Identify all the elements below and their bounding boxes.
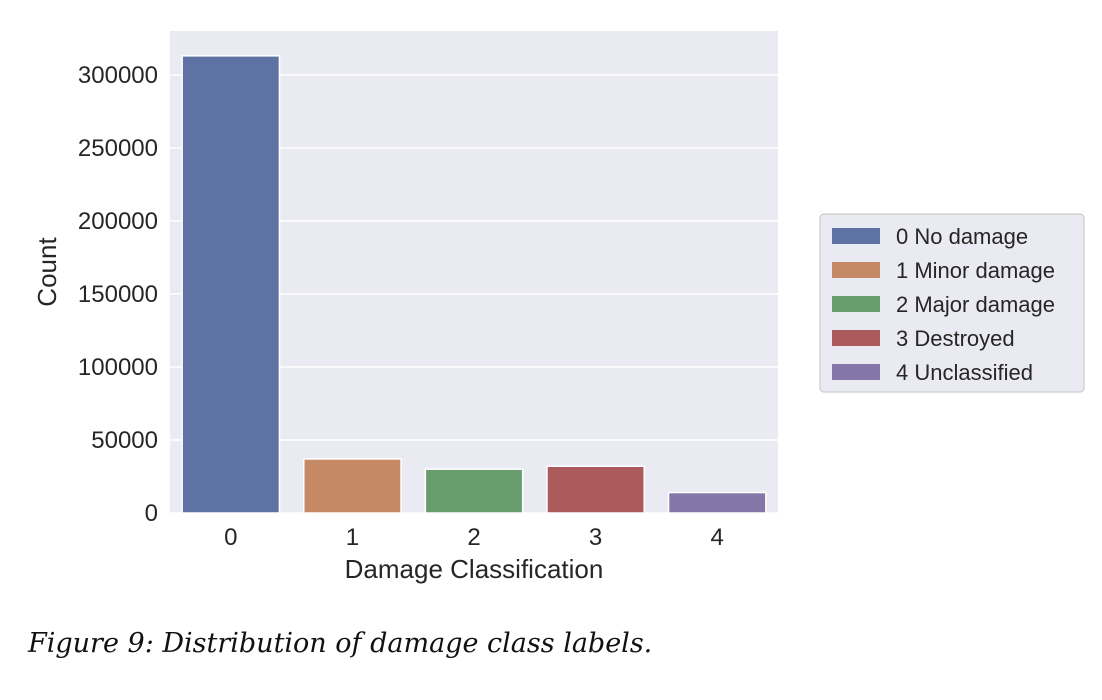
- legend: 0 No damage 1 Minor damage 2 Major damage 3…: [819, 213, 1085, 393]
- bar-0: [181, 55, 281, 514]
- x-tick-label-0: 0: [224, 524, 237, 551]
- figure-caption: Figure 9: Distribution of damage class l…: [28, 628, 653, 659]
- x-axis-title: Damage Classification: [345, 554, 604, 584]
- legend-swatch: [832, 330, 880, 346]
- y-tick-label: 0: [145, 500, 158, 527]
- legend-label: 1 Minor damage: [896, 258, 1055, 283]
- y-tick-label: 100000: [78, 354, 158, 381]
- x-tick-label-2: 2: [467, 524, 480, 551]
- bars: [181, 55, 767, 514]
- legend-label: 0 No damage: [896, 224, 1028, 249]
- x-tick-label-3: 3: [589, 524, 602, 551]
- y-tick-labels: 0 50000 100000 150000 200000 250000 300000: [78, 62, 158, 527]
- bar-1: [303, 458, 402, 514]
- legend-swatch: [832, 364, 880, 380]
- y-axis-title: Count: [32, 237, 62, 307]
- legend-swatch: [832, 228, 880, 244]
- y-tick-label: 50000: [91, 427, 158, 454]
- x-tick-label-4: 4: [711, 524, 724, 551]
- y-tick-label: 200000: [78, 208, 158, 235]
- bar-4: [667, 491, 767, 514]
- legend-swatch: [832, 296, 880, 312]
- x-tick-label-1: 1: [346, 524, 359, 551]
- y-tick-label: 300000: [78, 62, 158, 89]
- bar-3: [546, 465, 645, 514]
- legend-label: 4 Unclassified: [896, 360, 1033, 385]
- legend-label: 2 Major damage: [896, 292, 1055, 317]
- y-tick-label: 150000: [78, 281, 158, 308]
- bar-2: [424, 468, 524, 514]
- legend-label: 3 Destroyed: [896, 326, 1015, 351]
- x-tick-labels: 0 1 2 3 4: [224, 524, 724, 551]
- legend-frame: [819, 213, 1085, 393]
- y-tick-label: 250000: [78, 135, 158, 162]
- legend-swatch: [832, 262, 880, 278]
- chart: 0 50000 100000 150000 200000 250000 300000 0 1 2…: [32, 31, 1085, 584]
